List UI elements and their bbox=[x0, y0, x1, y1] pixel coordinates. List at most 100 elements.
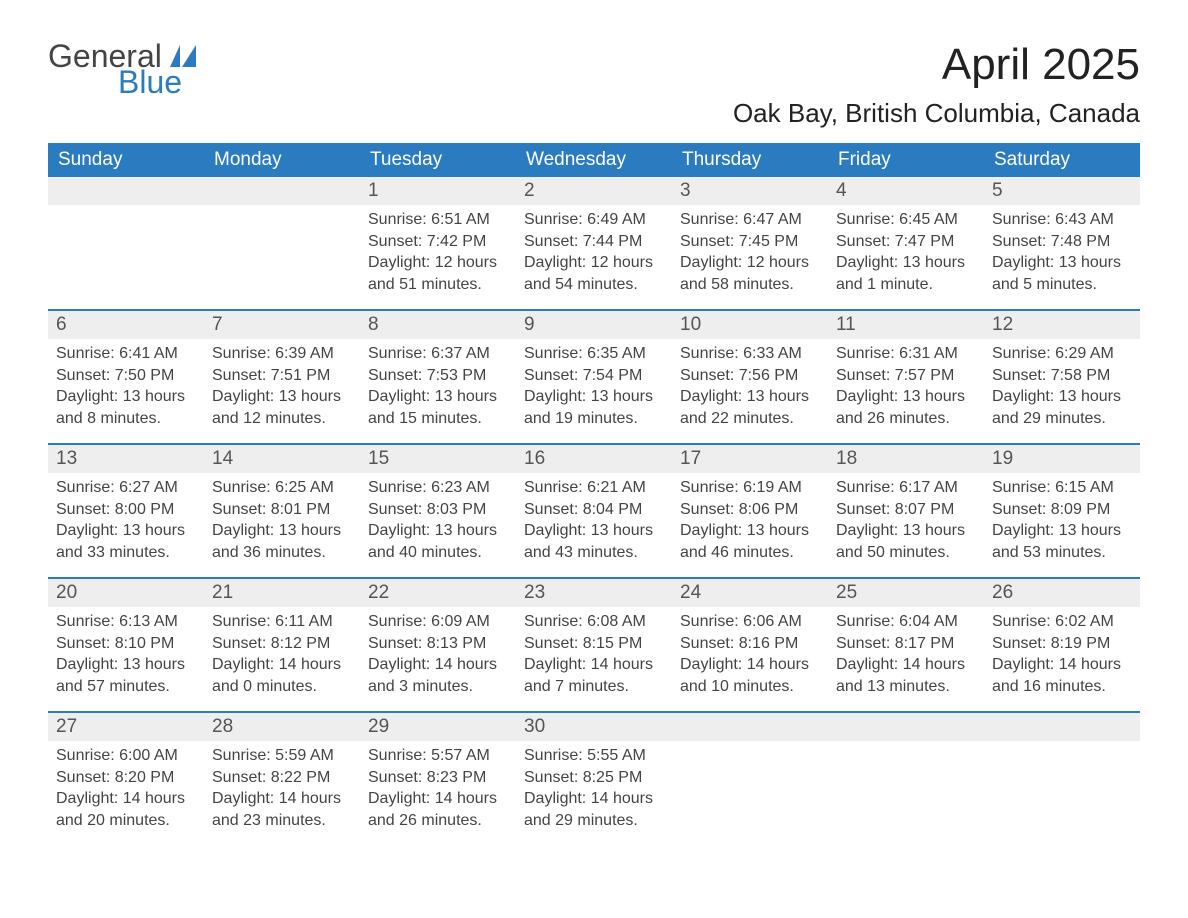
day-day2: and 33 minutes. bbox=[56, 542, 196, 564]
day-sunrise: Sunrise: 6:25 AM bbox=[212, 477, 352, 499]
day-cell: 26Sunrise: 6:02 AMSunset: 8:19 PMDayligh… bbox=[984, 579, 1140, 711]
day-number: 21 bbox=[204, 579, 360, 607]
day-day2: and 10 minutes. bbox=[680, 676, 820, 698]
day-day1: Daylight: 13 hours bbox=[836, 520, 976, 542]
day-sunset: Sunset: 7:54 PM bbox=[524, 365, 664, 387]
day-sunrise: Sunrise: 6:33 AM bbox=[680, 343, 820, 365]
day-sunset: Sunset: 7:48 PM bbox=[992, 231, 1132, 253]
day-cell: 22Sunrise: 6:09 AMSunset: 8:13 PMDayligh… bbox=[360, 579, 516, 711]
day-body: Sunrise: 6:00 AMSunset: 8:20 PMDaylight:… bbox=[48, 741, 204, 839]
day-day1: Daylight: 12 hours bbox=[368, 252, 508, 274]
day-day2: and 53 minutes. bbox=[992, 542, 1132, 564]
day-sunrise: Sunrise: 6:00 AM bbox=[56, 745, 196, 767]
day-day1: Daylight: 14 hours bbox=[680, 654, 820, 676]
day-sunset: Sunset: 7:58 PM bbox=[992, 365, 1132, 387]
day-day2: and 26 minutes. bbox=[368, 810, 508, 832]
day-sunset: Sunset: 7:57 PM bbox=[836, 365, 976, 387]
day-body bbox=[984, 741, 1140, 753]
day-number: 18 bbox=[828, 445, 984, 473]
dow-cell: Monday bbox=[204, 143, 360, 177]
day-number: 11 bbox=[828, 311, 984, 339]
day-day2: and 57 minutes. bbox=[56, 676, 196, 698]
day-day1: Daylight: 14 hours bbox=[212, 788, 352, 810]
day-body: Sunrise: 6:09 AMSunset: 8:13 PMDaylight:… bbox=[360, 607, 516, 705]
day-day2: and 22 minutes. bbox=[680, 408, 820, 430]
day-body: Sunrise: 6:47 AMSunset: 7:45 PMDaylight:… bbox=[672, 205, 828, 303]
day-body bbox=[48, 205, 204, 217]
day-number: 8 bbox=[360, 311, 516, 339]
day-cell: 4Sunrise: 6:45 AMSunset: 7:47 PMDaylight… bbox=[828, 177, 984, 309]
day-sunset: Sunset: 8:00 PM bbox=[56, 499, 196, 521]
day-cell: 17Sunrise: 6:19 AMSunset: 8:06 PMDayligh… bbox=[672, 445, 828, 577]
day-day1: Daylight: 13 hours bbox=[680, 386, 820, 408]
day-sunrise: Sunrise: 5:59 AM bbox=[212, 745, 352, 767]
day-number: 3 bbox=[672, 177, 828, 205]
day-sunset: Sunset: 8:07 PM bbox=[836, 499, 976, 521]
day-body: Sunrise: 6:02 AMSunset: 8:19 PMDaylight:… bbox=[984, 607, 1140, 705]
day-sunrise: Sunrise: 6:02 AM bbox=[992, 611, 1132, 633]
day-day1: Daylight: 13 hours bbox=[212, 520, 352, 542]
day-day1: Daylight: 13 hours bbox=[368, 520, 508, 542]
day-body: Sunrise: 6:17 AMSunset: 8:07 PMDaylight:… bbox=[828, 473, 984, 571]
day-sunrise: Sunrise: 6:47 AM bbox=[680, 209, 820, 231]
day-day1: Daylight: 14 hours bbox=[524, 654, 664, 676]
day-day2: and 51 minutes. bbox=[368, 274, 508, 296]
day-cell bbox=[204, 177, 360, 309]
day-day2: and 26 minutes. bbox=[836, 408, 976, 430]
day-sunrise: Sunrise: 6:39 AM bbox=[212, 343, 352, 365]
day-body: Sunrise: 6:43 AMSunset: 7:48 PMDaylight:… bbox=[984, 205, 1140, 303]
day-cell: 5Sunrise: 6:43 AMSunset: 7:48 PMDaylight… bbox=[984, 177, 1140, 309]
day-cell: 27Sunrise: 6:00 AMSunset: 8:20 PMDayligh… bbox=[48, 713, 204, 845]
day-sunrise: Sunrise: 6:35 AM bbox=[524, 343, 664, 365]
day-body: Sunrise: 5:57 AMSunset: 8:23 PMDaylight:… bbox=[360, 741, 516, 839]
day-number bbox=[204, 177, 360, 205]
day-sunset: Sunset: 7:51 PM bbox=[212, 365, 352, 387]
day-body: Sunrise: 6:29 AMSunset: 7:58 PMDaylight:… bbox=[984, 339, 1140, 437]
day-day2: and 36 minutes. bbox=[212, 542, 352, 564]
day-cell: 18Sunrise: 6:17 AMSunset: 8:07 PMDayligh… bbox=[828, 445, 984, 577]
day-sunrise: Sunrise: 6:21 AM bbox=[524, 477, 664, 499]
day-number: 2 bbox=[516, 177, 672, 205]
day-sunrise: Sunrise: 5:57 AM bbox=[368, 745, 508, 767]
day-number: 4 bbox=[828, 177, 984, 205]
day-number: 22 bbox=[360, 579, 516, 607]
day-cell: 12Sunrise: 6:29 AMSunset: 7:58 PMDayligh… bbox=[984, 311, 1140, 443]
day-sunset: Sunset: 8:09 PM bbox=[992, 499, 1132, 521]
day-sunset: Sunset: 8:23 PM bbox=[368, 767, 508, 789]
day-body: Sunrise: 6:19 AMSunset: 8:06 PMDaylight:… bbox=[672, 473, 828, 571]
calendar: SundayMondayTuesdayWednesdayThursdayFrid… bbox=[48, 143, 1140, 845]
day-body: Sunrise: 6:45 AMSunset: 7:47 PMDaylight:… bbox=[828, 205, 984, 303]
day-day2: and 23 minutes. bbox=[212, 810, 352, 832]
day-cell: 3Sunrise: 6:47 AMSunset: 7:45 PMDaylight… bbox=[672, 177, 828, 309]
day-number: 5 bbox=[984, 177, 1140, 205]
location: Oak Bay, British Columbia, Canada bbox=[733, 98, 1140, 129]
day-day2: and 12 minutes. bbox=[212, 408, 352, 430]
day-body: Sunrise: 6:08 AMSunset: 8:15 PMDaylight:… bbox=[516, 607, 672, 705]
week-row: 1Sunrise: 6:51 AMSunset: 7:42 PMDaylight… bbox=[48, 177, 1140, 309]
day-cell: 16Sunrise: 6:21 AMSunset: 8:04 PMDayligh… bbox=[516, 445, 672, 577]
day-day2: and 54 minutes. bbox=[524, 274, 664, 296]
day-body: Sunrise: 6:13 AMSunset: 8:10 PMDaylight:… bbox=[48, 607, 204, 705]
day-number: 7 bbox=[204, 311, 360, 339]
day-day1: Daylight: 14 hours bbox=[992, 654, 1132, 676]
day-day1: Daylight: 14 hours bbox=[368, 788, 508, 810]
day-sunset: Sunset: 8:13 PM bbox=[368, 633, 508, 655]
day-day1: Daylight: 14 hours bbox=[524, 788, 664, 810]
day-sunrise: Sunrise: 6:37 AM bbox=[368, 343, 508, 365]
day-sunset: Sunset: 8:01 PM bbox=[212, 499, 352, 521]
day-body bbox=[204, 205, 360, 217]
day-sunrise: Sunrise: 6:43 AM bbox=[992, 209, 1132, 231]
day-day1: Daylight: 14 hours bbox=[56, 788, 196, 810]
day-day1: Daylight: 13 hours bbox=[992, 520, 1132, 542]
day-sunrise: Sunrise: 6:11 AM bbox=[212, 611, 352, 633]
day-sunset: Sunset: 7:53 PM bbox=[368, 365, 508, 387]
dow-cell: Wednesday bbox=[516, 143, 672, 177]
day-number: 10 bbox=[672, 311, 828, 339]
day-body: Sunrise: 6:04 AMSunset: 8:17 PMDaylight:… bbox=[828, 607, 984, 705]
day-body bbox=[672, 741, 828, 753]
day-body: Sunrise: 6:51 AMSunset: 7:42 PMDaylight:… bbox=[360, 205, 516, 303]
day-day1: Daylight: 13 hours bbox=[56, 386, 196, 408]
day-number: 28 bbox=[204, 713, 360, 741]
day-day2: and 8 minutes. bbox=[56, 408, 196, 430]
day-cell: 1Sunrise: 6:51 AMSunset: 7:42 PMDaylight… bbox=[360, 177, 516, 309]
